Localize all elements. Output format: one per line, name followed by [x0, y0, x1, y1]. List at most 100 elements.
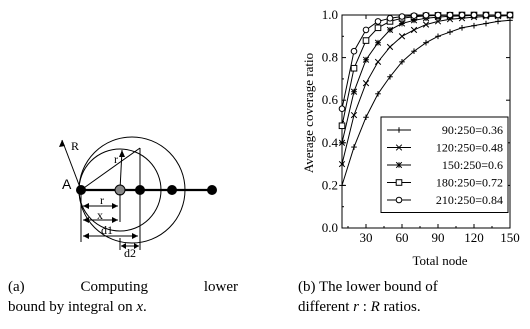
y-tick-label-5: 1.0: [322, 7, 338, 22]
series-4-point-7: [422, 11, 430, 19]
series-0-point-12: [483, 20, 489, 27]
series-3-point-2-sq: [362, 37, 370, 44]
radius-R-arrowhead: [59, 140, 65, 147]
radius-r-arrowhead: [119, 150, 125, 157]
caption-a-line2: bound by integral on: [8, 299, 137, 315]
legend-label-3: 180:250=0.72: [436, 176, 503, 190]
series-4-point-5-c: [398, 13, 406, 20]
radius-R-line: [61, 139, 82, 191]
series-1-point-0-d2: [338, 160, 346, 168]
caption-b: (b) The lower bound of different r : R r…: [298, 277, 530, 317]
series-0-point-4: [387, 73, 393, 80]
series-4-point-5: [398, 13, 406, 20]
series-4-point-6: [410, 12, 418, 19]
legend-marker-3-sq: [395, 179, 403, 186]
chart-legend: 90:250=0.36 120:250=0.48 150:250=0.6 180:25…: [380, 116, 509, 213]
series-1-point-7-d2: [422, 21, 430, 28]
legend-marker-0: [396, 127, 402, 133]
y-tick-label-0: 0.0: [322, 220, 338, 235]
series-4-point-12-c: [482, 11, 490, 19]
series-4-point-9-c: [446, 11, 454, 19]
caption-b-line1: (b) The lower bound of: [298, 279, 438, 295]
series-2-point-3-d2: [374, 39, 382, 46]
label-r-inner: r: [114, 152, 118, 166]
dim-r-head-left: [83, 203, 89, 209]
series-4-point-0-c: [338, 105, 346, 113]
caption-a-word1: Computing: [80, 279, 148, 295]
series-4-point-4: [386, 14, 394, 22]
legend-label-0: 90:250=0.36: [442, 123, 503, 137]
caption-b-colon: :: [358, 299, 371, 315]
series-2-point-1: [350, 88, 358, 95]
dim-d1-head-right: [132, 233, 138, 239]
x-tick-label-150: 150: [500, 230, 520, 245]
x-tick-label-60: 60: [396, 230, 409, 245]
series-2-point-3: [374, 39, 382, 46]
legend-marker-4-c: [395, 196, 403, 204]
legend-marker-2-d2: [395, 161, 403, 169]
series-1-point-6: [410, 26, 418, 34]
series-3-point-3-sq: [374, 24, 382, 32]
chord-upper: [80, 147, 141, 191]
series-2-point-5: [398, 20, 406, 27]
label-d2: d2: [124, 246, 136, 260]
series-1-point-1: [350, 111, 358, 119]
x-axis-label: Total node: [412, 253, 467, 268]
series-0-point-2: [363, 114, 369, 121]
series-4-point-14-c: [506, 11, 514, 19]
series-0-point-14: [507, 17, 513, 24]
y-tick-label-4: 0.8: [322, 50, 338, 65]
label-x-dim: x: [97, 208, 103, 222]
y-tick-label-1: 0.2: [322, 177, 338, 192]
series-2-point-2-d2: [362, 56, 370, 63]
chart-series: [338, 11, 514, 189]
caption-b-var1: r: [353, 299, 359, 315]
series-4-point-12: [482, 11, 490, 19]
series-1-point-1-d2: [350, 111, 358, 119]
figure-canvas: R r A r x d1 d2 30 60 90 120 150 0.0 0.2 0.4 0.6…: [59, 7, 520, 268]
caption-b-var2: R: [370, 299, 380, 315]
series-0-point-10: [459, 24, 465, 31]
series-4-point-3-c: [374, 18, 382, 25]
legend-label-1: 120:250=0.48: [436, 141, 503, 155]
series-0-point-9: [447, 29, 453, 35]
x-tick-label-90: 90: [432, 230, 445, 245]
dim-r-head-right: [112, 203, 118, 209]
label-R: R: [71, 139, 79, 153]
dim-d2-head-left: [121, 243, 126, 249]
series-4-point-13-c: [494, 11, 502, 19]
series-0: [339, 17, 513, 189]
series-1-point-3-d2: [374, 58, 382, 66]
series-2-point-5-d2: [398, 20, 406, 27]
series-1-point-6-d2: [410, 26, 418, 34]
series-4: [338, 11, 514, 113]
series-3-point-0: [338, 122, 346, 130]
legend-marker-4: [395, 196, 403, 204]
node-a: [76, 185, 86, 195]
series-3-point-2: [362, 37, 370, 44]
series-1-point-2-d2: [362, 80, 370, 87]
legend-marker-2: [395, 161, 403, 169]
series-2-point-0-d2: [338, 139, 346, 146]
series-1-point-0: [338, 160, 346, 168]
series-2-point-2: [362, 56, 370, 63]
series-4-point-3: [374, 18, 382, 25]
dim-x-head-left: [83, 217, 89, 223]
series-4-point-4-c: [386, 14, 394, 22]
legend-label-4: 210:250=0.84: [436, 193, 503, 207]
series-4-point-8: [434, 11, 442, 19]
caption-b-line2-pre: different: [298, 299, 354, 315]
label-r-dim: r: [100, 193, 104, 207]
series-3-point-1: [350, 64, 358, 72]
series-0-point-6: [411, 48, 417, 55]
series-2-point-4-d2: [386, 26, 394, 34]
geometry-diagram: [59, 136, 217, 250]
legend-label-2: 150:250=0.6: [442, 158, 503, 172]
series-2-point-1-d2: [350, 88, 358, 95]
series-0-point-3: [375, 91, 381, 97]
series-4-point-6-c: [410, 12, 418, 19]
dim-d2-head-right: [134, 243, 139, 249]
node-3: [135, 185, 145, 195]
series-2-point-0: [338, 139, 346, 146]
x-tick-label-120: 120: [464, 230, 484, 245]
